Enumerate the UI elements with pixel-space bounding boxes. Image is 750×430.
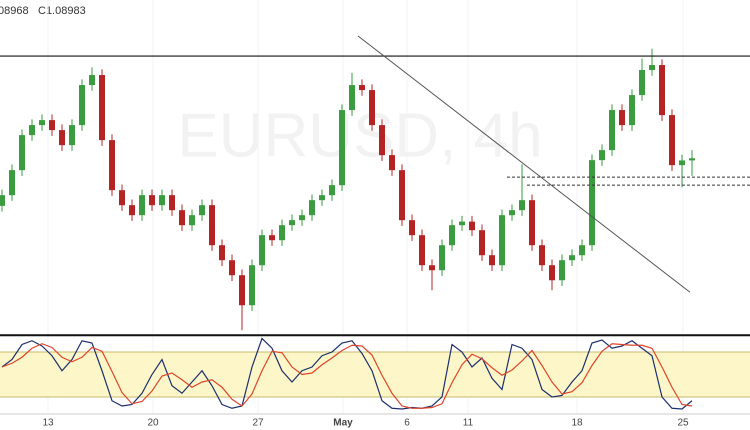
candle-body bbox=[579, 245, 585, 256]
candle-body bbox=[229, 260, 235, 276]
candle-body bbox=[149, 195, 155, 206]
candle-body bbox=[679, 160, 685, 166]
candle-body bbox=[529, 200, 535, 246]
candle-body bbox=[439, 245, 445, 271]
candle-body bbox=[49, 120, 55, 131]
x-tick-label: 25 bbox=[677, 418, 689, 429]
candle-body bbox=[559, 260, 565, 281]
candle-body bbox=[569, 255, 575, 261]
trendline bbox=[357, 35, 691, 293]
x-tick-label: 11 bbox=[463, 418, 474, 429]
candle-body bbox=[609, 110, 615, 151]
candle-body bbox=[139, 195, 145, 216]
candle-body bbox=[179, 210, 185, 226]
candle-body bbox=[379, 125, 385, 156]
candle-body bbox=[259, 235, 265, 266]
candle-body bbox=[359, 85, 365, 91]
candle-body bbox=[299, 215, 305, 221]
candle-body bbox=[449, 225, 455, 246]
candle-body bbox=[539, 245, 545, 266]
candle-body bbox=[509, 210, 515, 216]
candle-body bbox=[669, 115, 675, 166]
watermark: EURUSD, 4h bbox=[177, 101, 542, 170]
candle-body bbox=[659, 65, 665, 116]
candle-body bbox=[399, 170, 405, 221]
candle-body bbox=[239, 275, 245, 306]
candle-body bbox=[269, 235, 275, 241]
candle-body bbox=[369, 90, 375, 126]
candle-body bbox=[489, 255, 495, 266]
candle-body bbox=[159, 195, 165, 206]
candle-body bbox=[499, 215, 505, 266]
candle-body bbox=[309, 200, 315, 216]
candle-body bbox=[619, 110, 625, 126]
candle-body bbox=[629, 95, 635, 126]
x-tick-label: 18 bbox=[571, 418, 583, 429]
candle-body bbox=[59, 130, 65, 146]
oscillator-line bbox=[1, 337, 693, 410]
candle-body bbox=[69, 125, 75, 146]
candle-body bbox=[479, 230, 485, 256]
candle-body bbox=[319, 195, 325, 201]
candle-body bbox=[469, 221, 475, 231]
candle-body bbox=[169, 195, 175, 211]
candle-body bbox=[29, 125, 35, 136]
x-tick-label: 20 bbox=[147, 418, 159, 429]
oscillator-line bbox=[1, 343, 693, 409]
candle-body bbox=[89, 75, 95, 86]
candle-body bbox=[329, 185, 335, 196]
candle-body bbox=[689, 158, 695, 161]
candle-body bbox=[189, 215, 195, 226]
candle-body bbox=[549, 265, 555, 281]
candle-body bbox=[459, 221, 465, 226]
candle-body bbox=[339, 110, 345, 186]
candle-body bbox=[0, 195, 6, 206]
candle-body bbox=[109, 140, 115, 191]
candle-body bbox=[599, 150, 605, 161]
candle-body bbox=[419, 235, 425, 266]
candle-body bbox=[19, 135, 25, 171]
ohlc-close: C1.08983 bbox=[38, 5, 86, 17]
candle-body bbox=[39, 120, 45, 126]
candle-body bbox=[209, 205, 215, 246]
candle-body bbox=[429, 265, 435, 271]
ohlc-open: 08968 bbox=[0, 5, 29, 17]
x-tick-label: May bbox=[333, 418, 353, 429]
candle-body bbox=[219, 245, 225, 261]
candle-body bbox=[9, 170, 15, 196]
x-tick-label: 27 bbox=[252, 418, 264, 429]
candle-body bbox=[99, 75, 105, 141]
candle-body bbox=[289, 220, 295, 226]
candle-body bbox=[129, 205, 135, 216]
oscillator-band bbox=[0, 352, 750, 397]
x-tick-label: 13 bbox=[42, 418, 54, 429]
candle-body bbox=[519, 200, 525, 211]
candle-body bbox=[409, 220, 415, 236]
candle-body bbox=[639, 70, 645, 96]
candle-body bbox=[279, 225, 285, 241]
candle-body bbox=[249, 265, 255, 306]
candle-body bbox=[349, 85, 355, 111]
candle-body bbox=[119, 190, 125, 206]
candle-body bbox=[589, 160, 595, 246]
candle-body bbox=[649, 65, 655, 71]
candle-body bbox=[389, 155, 395, 171]
x-tick-label: 6 bbox=[404, 418, 410, 429]
candle-body bbox=[199, 205, 205, 216]
candle-body bbox=[79, 85, 85, 126]
